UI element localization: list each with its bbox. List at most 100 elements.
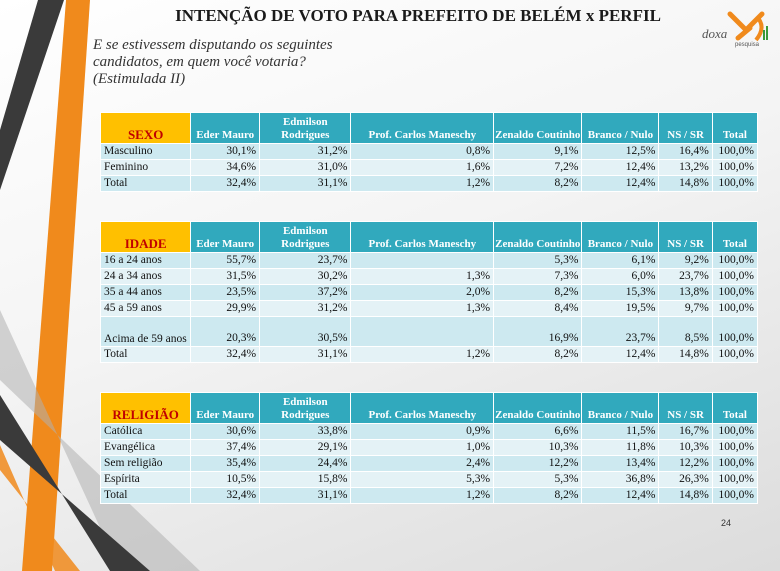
value-cell: 12,4%	[581, 175, 660, 192]
value-cell: 15,3%	[581, 284, 660, 301]
value-cell: 20,3%	[190, 316, 261, 347]
table-row: Total 32,4% 31,1% 1,2% 8,2% 12,4% 14,8% 100,0%	[99, 487, 759, 504]
value-cell: 16,4%	[658, 143, 713, 160]
table-heading: IDADE	[99, 221, 192, 253]
value-cell	[350, 252, 495, 269]
value-cell: 13,2%	[658, 159, 713, 176]
value-cell: 23,7%	[259, 252, 352, 269]
value-cell: 13,4%	[581, 455, 660, 472]
table-row: Total 32,4% 31,1% 1,2% 8,2% 12,4% 14,8% 100,0%	[99, 346, 759, 363]
table-heading: SEXO	[99, 112, 192, 144]
column-header: Prof. Carlos Maneschy	[350, 221, 495, 253]
value-cell: 9,1%	[493, 143, 583, 160]
table-row: Sem religião 35,4% 24,4% 2,4% 12,2% 13,4% 12,2…	[99, 455, 759, 472]
column-header: Eder Mauro	[190, 112, 261, 144]
column-header: Edmilson Rodrigues	[259, 112, 352, 144]
value-cell: 100,0%	[711, 268, 759, 285]
column-header: Edmilson Rodrigues	[259, 221, 352, 253]
value-cell: 32,4%	[190, 175, 261, 192]
value-cell: 2,0%	[350, 284, 495, 301]
table-row: Feminino 34,6% 31,0% 1,6% 7,2% 12,4% 13,2% 100,…	[99, 159, 759, 176]
value-cell: 14,8%	[658, 346, 713, 363]
value-cell: 31,1%	[259, 175, 352, 192]
value-cell: 32,4%	[190, 487, 261, 504]
column-header: Zenaldo Coutinho	[493, 392, 583, 424]
value-cell: 5,3%	[493, 252, 583, 269]
value-cell: 1,3%	[350, 300, 495, 317]
value-cell: 0,8%	[350, 143, 495, 160]
value-cell: 9,7%	[658, 300, 713, 317]
value-cell: 12,2%	[658, 455, 713, 472]
row-label: Acima de 59 anos	[99, 316, 192, 347]
value-cell	[350, 316, 495, 347]
value-cell: 32,4%	[190, 346, 261, 363]
column-header: Branco / Nulo	[581, 221, 660, 253]
table-row: 24 a 34 anos 31,5% 30,2% 1,3% 7,3% 6,0% 23,7% 1…	[99, 268, 759, 285]
column-header: Zenaldo Coutinho	[493, 112, 583, 144]
value-cell: 31,2%	[259, 143, 352, 160]
value-cell: 5,3%	[350, 471, 495, 488]
crosstab-idade: IDADE Eder Mauro Edmilson Rodrigues Prof. C…	[99, 221, 759, 363]
value-cell: 100,0%	[711, 143, 759, 160]
survey-question: E se estivessem disputando os seguintes …	[93, 37, 333, 87]
table-heading: RELIGIÃO	[99, 392, 192, 424]
value-cell: 6,0%	[581, 268, 660, 285]
column-header: Branco / Nulo	[581, 392, 660, 424]
value-cell: 31,2%	[259, 300, 352, 317]
table-row: Total 32,4% 31,1% 1,2% 8,2% 12,4% 14,8% 100,0%	[99, 175, 759, 192]
value-cell: 100,0%	[711, 423, 759, 440]
value-cell: 1,2%	[350, 175, 495, 192]
value-cell: 14,8%	[658, 487, 713, 504]
value-cell: 6,6%	[493, 423, 583, 440]
value-cell: 31,5%	[190, 268, 261, 285]
value-cell: 100,0%	[711, 300, 759, 317]
row-label: Católica	[99, 423, 192, 440]
row-label: Total	[99, 175, 192, 192]
value-cell: 1,3%	[350, 268, 495, 285]
table-row: 35 a 44 anos 23,5% 37,2% 2,0% 8,2% 15,3% 13,8%…	[99, 284, 759, 301]
value-cell: 33,8%	[259, 423, 352, 440]
value-cell: 10,3%	[658, 439, 713, 456]
column-header: Edmilson Rodrigues	[259, 392, 352, 424]
row-label: 16 a 24 anos	[99, 252, 192, 269]
table-row: Evangélica 37,4% 29,1% 1,0% 10,3% 11,8% 10,3% 1…	[99, 439, 759, 456]
column-header: Total	[711, 392, 759, 424]
value-cell: 100,0%	[711, 284, 759, 301]
table-row: Espírita 10,5% 15,8% 5,3% 5,3% 36,8% 26,3% 100,…	[99, 471, 759, 488]
value-cell: 6,1%	[581, 252, 660, 269]
value-cell: 100,0%	[711, 252, 759, 269]
value-cell: 23,7%	[581, 316, 660, 347]
logo-wordmark: doxa	[702, 26, 728, 41]
value-cell: 34,6%	[190, 159, 261, 176]
value-cell: 12,4%	[581, 487, 660, 504]
table-row: Acima de 59 anos 20,3% 30,5% 16,9% 23,7% 8,5%…	[99, 316, 759, 347]
column-header: Prof. Carlos Maneschy	[350, 112, 495, 144]
value-cell: 11,8%	[581, 439, 660, 456]
row-label: Total	[99, 346, 192, 363]
value-cell: 30,5%	[259, 316, 352, 347]
value-cell: 30,6%	[190, 423, 261, 440]
value-cell: 16,9%	[493, 316, 583, 347]
value-cell: 8,2%	[493, 346, 583, 363]
value-cell: 100,0%	[711, 487, 759, 504]
column-header: Eder Mauro	[190, 392, 261, 424]
value-cell: 100,0%	[711, 175, 759, 192]
value-cell: 2,4%	[350, 455, 495, 472]
value-cell: 23,5%	[190, 284, 261, 301]
column-header: Total	[711, 221, 759, 253]
value-cell: 19,5%	[581, 300, 660, 317]
column-header: Total	[711, 112, 759, 144]
value-cell: 7,3%	[493, 268, 583, 285]
value-cell: 100,0%	[711, 471, 759, 488]
column-header: Branco / Nulo	[581, 112, 660, 144]
value-cell: 12,2%	[493, 455, 583, 472]
row-label: 45 a 59 anos	[99, 300, 192, 317]
value-cell: 29,9%	[190, 300, 261, 317]
value-cell: 14,8%	[658, 175, 713, 192]
value-cell: 23,7%	[658, 268, 713, 285]
value-cell: 100,0%	[711, 346, 759, 363]
value-cell: 10,5%	[190, 471, 261, 488]
value-cell: 30,1%	[190, 143, 261, 160]
value-cell: 24,4%	[259, 455, 352, 472]
value-cell: 8,4%	[493, 300, 583, 317]
